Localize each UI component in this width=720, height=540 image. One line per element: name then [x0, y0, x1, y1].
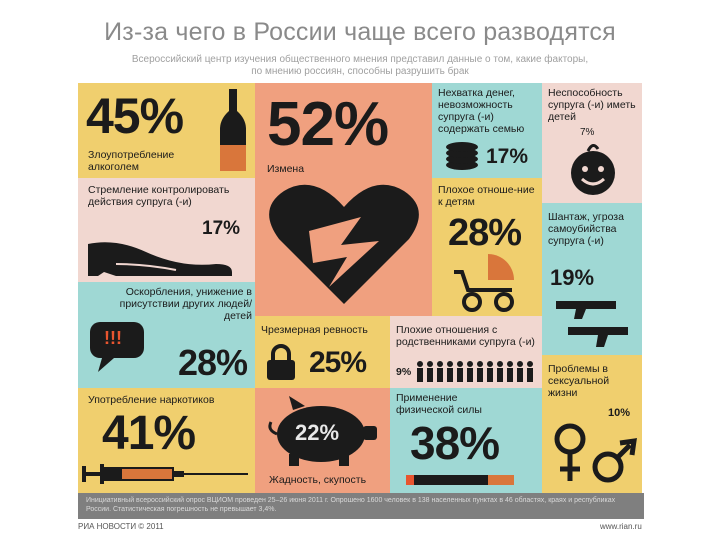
panel-sex: Проблемы в сексуальной жизни 10%	[542, 355, 642, 493]
value-cheating: 52%	[267, 90, 389, 159]
page-subtitle: Всероссийский центр изучения общественно…	[131, 54, 589, 77]
value-blackmail: 19%	[550, 265, 595, 290]
panel-children: Плохое отноше-ние к детям 28%	[432, 178, 542, 316]
label-alcohol: Злоупотребление алкоголем	[88, 149, 175, 173]
padlock-icon	[267, 344, 295, 380]
panel-violence: Применение физической силы 38%	[390, 388, 542, 493]
label-cheating: Измена	[267, 163, 305, 175]
panel-control: Стремление контролировать действия супру…	[78, 178, 255, 282]
label-blackmail: Шантаж, угроза самоубийства супруга (-и)	[548, 211, 624, 247]
label-childless: Неспособность супруга (-и) иметь детей	[548, 87, 636, 123]
value-alcohol: 45%	[86, 88, 184, 144]
stroller-icon	[454, 254, 514, 312]
label-violence: Применение физической силы	[396, 392, 482, 416]
piggy-bank-icon	[268, 396, 377, 466]
coins-icon	[446, 142, 478, 170]
label-insult: Оскорбления, унижение в присутствии друг…	[119, 286, 252, 322]
value-drugs: 41%	[102, 407, 196, 460]
label-jealousy: Чрезмерная ревность	[261, 324, 368, 336]
label-drugs: Употребление наркотиков	[88, 394, 215, 406]
label-children: Плохое отноше-ние к детям	[438, 184, 535, 208]
cigarette-icon	[406, 475, 514, 485]
gender-symbols-icon	[554, 423, 637, 483]
value-children: 28%	[448, 212, 522, 254]
value-childless: 7%	[580, 127, 595, 138]
page-title: Из-за чего в России чаще всего разводятс…	[104, 18, 616, 46]
panel-drugs: Употребление наркотиков 41%	[78, 388, 255, 493]
broken-heart-icon	[269, 184, 419, 304]
value-control: 17%	[202, 218, 241, 239]
value-jealousy: 25%	[309, 346, 367, 379]
ria-logo: РИА НОВОСТИ © 2011	[78, 522, 164, 531]
panel-blackmail: Шантаж, угроза самоубийства супруга (-и)…	[542, 203, 642, 355]
panel-insult: Оскорбления, унижение в присутствии друг…	[78, 282, 255, 388]
value-sex: 10%	[608, 407, 631, 419]
pistols-icon	[556, 301, 628, 347]
people-row-icon	[417, 361, 533, 382]
speech-bubble-icon	[90, 322, 144, 372]
label-money: Нехватка денег, невозможность супруга (-…	[438, 87, 525, 135]
footer-bar: Инициативный всероссийский опрос ВЦИОМ п…	[78, 493, 644, 519]
panel-childless: Неспособность супруга (-и) иметь детей 7…	[542, 83, 642, 203]
footer-text: Инициативный всероссийский опрос ВЦИОМ п…	[86, 497, 616, 513]
panel-alcohol: 45% Злоупотребление алкоголем	[78, 83, 255, 178]
panel-jealousy: Чрезмерная ревность 25%	[255, 316, 390, 388]
site-url: www.rian.ru	[600, 522, 642, 531]
value-insult: 28%	[178, 342, 248, 383]
value-relatives: 9%	[396, 366, 412, 378]
value-money: 17%	[486, 145, 529, 168]
baby-face-icon	[571, 144, 615, 195]
panel-cheating: 52% Измена	[255, 83, 432, 316]
panel-money: Нехватка денег, невозможность супруга (-…	[432, 83, 542, 178]
label-greed: Жадность, скупость	[269, 474, 367, 486]
label-sex: Проблемы в сексуальной жизни	[548, 363, 610, 399]
label-control: Стремление контролировать действия супру…	[88, 184, 230, 208]
bubble-text-insult: !!!	[104, 328, 122, 348]
bottle-icon	[220, 89, 246, 171]
syringe-icon	[82, 464, 248, 484]
shoe-icon	[88, 242, 232, 276]
value-greed: 22%	[295, 420, 340, 445]
label-relatives: Плохие отношения с родственниками супруг…	[396, 324, 535, 348]
panel-greed: 22% Жадность, скупость	[255, 388, 390, 493]
panel-relatives: Плохие отношения с родственниками супруг…	[390, 316, 542, 388]
value-violence: 38%	[410, 417, 500, 469]
